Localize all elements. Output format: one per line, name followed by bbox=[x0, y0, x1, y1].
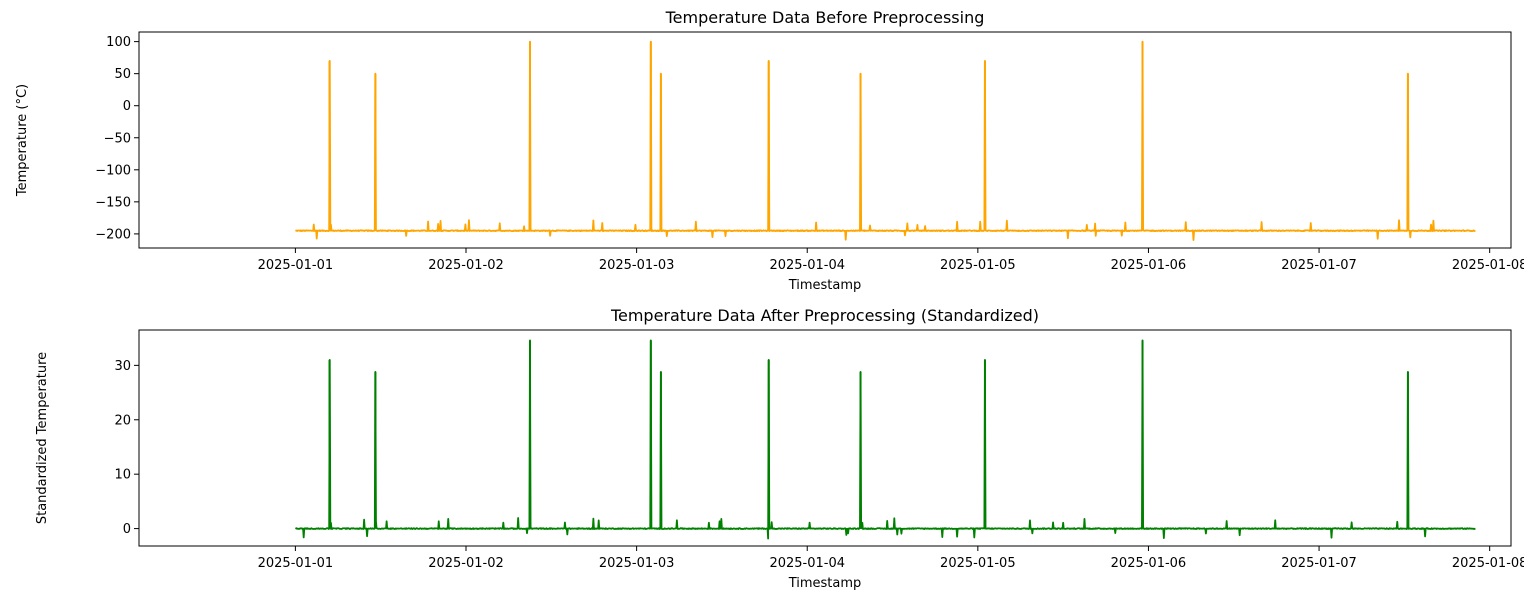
chart-2: Temperature Data After Preprocessing (St… bbox=[35, 306, 1524, 591]
x-tick-label: 2025-01-03 bbox=[599, 556, 675, 571]
x-tick-label: 2025-01-03 bbox=[599, 258, 675, 273]
y-tick-label: −50 bbox=[104, 131, 131, 146]
y-tick-label: −200 bbox=[95, 227, 131, 242]
x-tick-label: 2025-01-04 bbox=[769, 556, 845, 571]
x-tick-label: 2025-01-06 bbox=[1111, 556, 1187, 571]
x-tick-label: 2025-01-07 bbox=[1281, 556, 1357, 571]
y-tick-label: 0 bbox=[123, 99, 131, 114]
x-tick-label: 2025-01-06 bbox=[1111, 258, 1187, 273]
y-axis-label: Temperature (°C) bbox=[15, 84, 30, 197]
y-tick-label: −150 bbox=[95, 195, 131, 210]
x-axis-label: Timestamp bbox=[788, 278, 862, 293]
y-tick-label: 50 bbox=[114, 67, 131, 82]
y-axis-label: Standardized Temperature bbox=[35, 352, 50, 524]
x-tick-label: 2025-01-02 bbox=[428, 556, 504, 571]
y-tick-label: 100 bbox=[106, 35, 131, 50]
x-axis-label: Timestamp bbox=[788, 576, 862, 591]
x-tick-label: 2025-01-01 bbox=[258, 258, 334, 273]
x-tick-label: 2025-01-04 bbox=[769, 258, 845, 273]
y-tick-label: 20 bbox=[114, 413, 131, 428]
x-tick-label: 2025-01-08 bbox=[1452, 258, 1524, 273]
y-tick-label: 0 bbox=[123, 522, 131, 537]
chart-title: Temperature Data Before Preprocessing bbox=[665, 8, 985, 27]
series-line-1 bbox=[294, 339, 1476, 540]
series-line-1 bbox=[295, 40, 1476, 241]
x-tick-label: 2025-01-05 bbox=[940, 556, 1016, 571]
y-tick-label: 10 bbox=[114, 468, 131, 483]
x-tick-label: 2025-01-05 bbox=[940, 258, 1016, 273]
chart-title: Temperature Data After Preprocessing (St… bbox=[610, 306, 1039, 325]
x-tick-label: 2025-01-02 bbox=[428, 258, 504, 273]
plot-frame bbox=[138, 31, 1512, 249]
y-tick-label: 30 bbox=[114, 359, 131, 374]
chart-1: Temperature Data Before Preprocessing 100… bbox=[15, 8, 1524, 293]
x-tick-label: 2025-01-01 bbox=[258, 556, 334, 571]
y-tick-label: −100 bbox=[95, 163, 131, 178]
x-tick-label: 2025-01-07 bbox=[1281, 258, 1357, 273]
plot-frame bbox=[138, 329, 1512, 547]
x-tick-label: 2025-01-08 bbox=[1452, 556, 1524, 571]
